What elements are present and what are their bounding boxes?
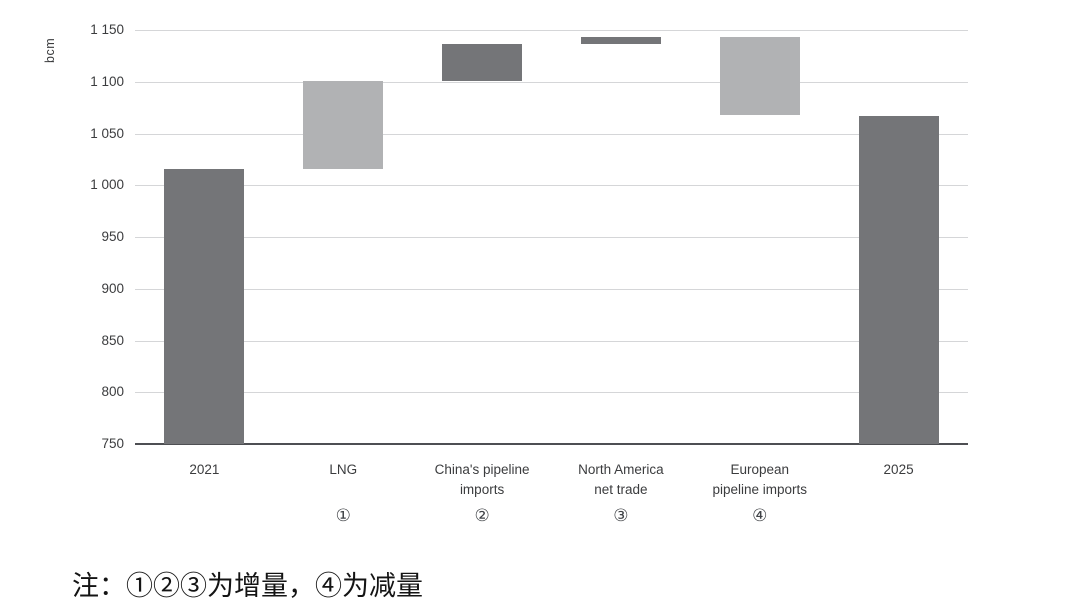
x-category-label: 2021 xyxy=(129,460,279,480)
circled-number-marker: ③ xyxy=(613,506,629,525)
x-category-label-line: LNG xyxy=(329,462,358,477)
y-tick-label: 800 xyxy=(101,384,124,400)
y-tick-label: 950 xyxy=(101,229,124,244)
x-category-label-line: 2025 xyxy=(883,462,914,477)
plot-area xyxy=(135,30,968,445)
y-tick-label: 1 000 xyxy=(90,177,124,193)
circled-number-marker: ① xyxy=(335,506,351,525)
x-category-label-line: European xyxy=(730,462,790,477)
x-category-label: European pipeline imports xyxy=(685,460,835,500)
x-category-label: North America net trade xyxy=(546,460,696,500)
footnote: 注：①②③为增量，④为减量 xyxy=(72,571,423,602)
x-category-label-line: net trade xyxy=(594,482,648,497)
bar-segment-european-pipeline-imports xyxy=(719,37,800,115)
x-category-label: LNG xyxy=(268,460,418,480)
y-tick-label: 1 150 xyxy=(90,22,124,37)
bar-segment-2025 xyxy=(858,115,939,444)
x-category-label-line: pipeline imports xyxy=(712,482,808,497)
gridline xyxy=(135,392,968,394)
gridline xyxy=(135,237,968,238)
circled-number-marker: ④ xyxy=(752,506,768,525)
x-axis-baseline xyxy=(135,443,968,445)
gridline xyxy=(135,288,968,290)
gridline xyxy=(135,340,968,342)
circled-number-marker: ② xyxy=(474,506,490,525)
y-axis-unit-label: bcm xyxy=(43,37,57,63)
y-tick-label: 1 100 xyxy=(90,73,124,89)
bar-segment-lng xyxy=(303,80,384,169)
bar-segment-north-america-net-trade xyxy=(580,37,661,45)
x-category-label-line: 2021 xyxy=(189,462,220,477)
x-category-label: China's pipeline imports xyxy=(407,460,557,500)
x-category-label: 2025 xyxy=(824,460,974,480)
gridline xyxy=(135,133,968,135)
y-tick-label: 900 xyxy=(101,280,124,296)
gridline xyxy=(135,185,968,187)
y-tick-label: 750 xyxy=(101,436,124,451)
bar-segment-2021 xyxy=(164,168,245,444)
x-category-label-line: imports xyxy=(459,482,505,497)
bar-segment-china-s-pipeline-imports xyxy=(442,44,523,81)
x-category-label-line: North America xyxy=(578,462,664,477)
gridline xyxy=(135,81,968,83)
x-category-label-line: China's pipeline xyxy=(434,462,530,477)
y-tick-label: 1 050 xyxy=(90,125,124,141)
y-tick-label: 850 xyxy=(101,332,124,348)
gridline xyxy=(135,30,968,31)
